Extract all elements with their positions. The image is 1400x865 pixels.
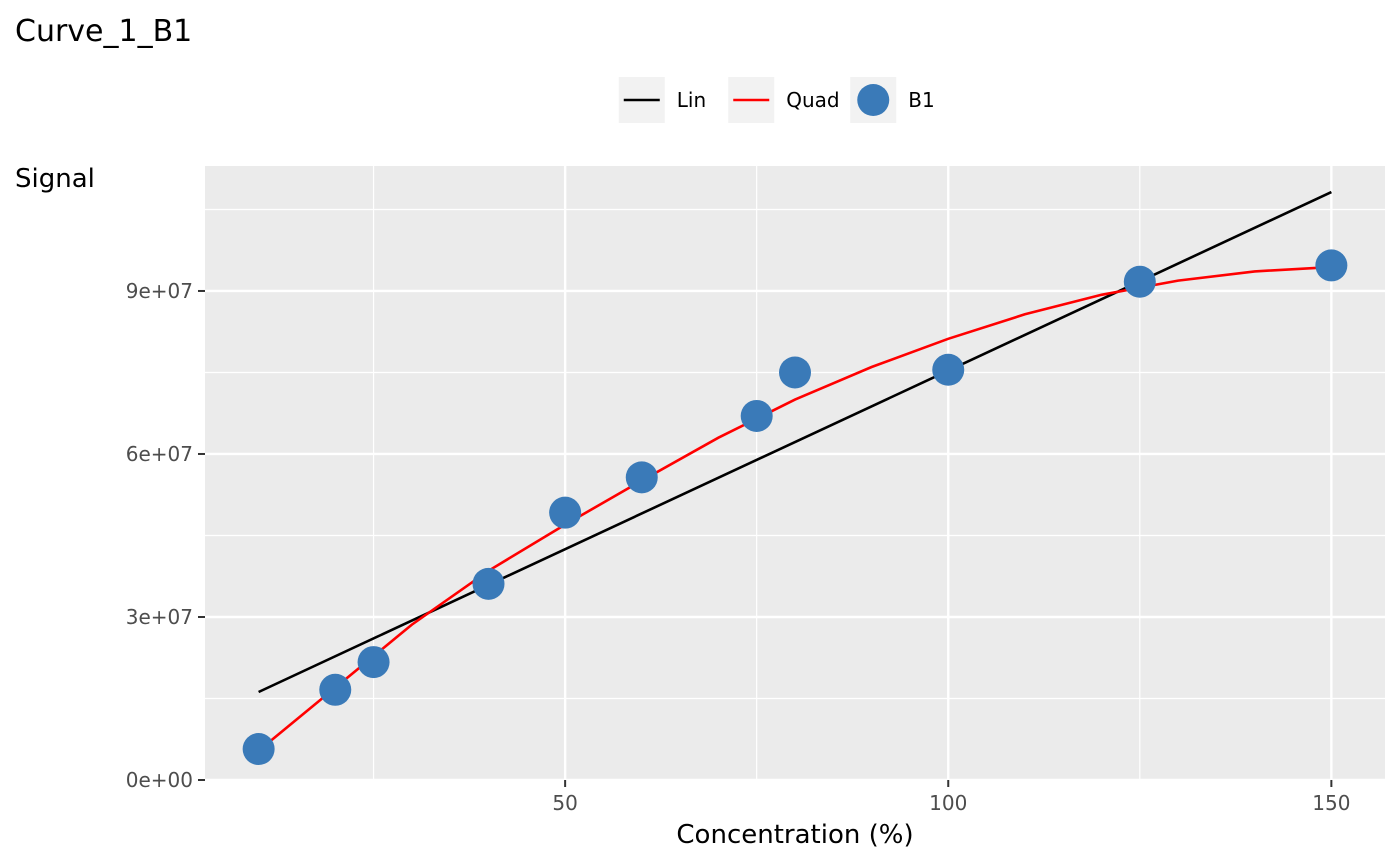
x-axis: 50 100 150	[552, 780, 1350, 815]
y-tick-label: 9e+07	[126, 279, 193, 303]
data-point-b1	[740, 399, 773, 432]
data-point-b1	[319, 673, 352, 706]
data-point-b1	[242, 733, 275, 766]
legend-label-lin: Lin	[677, 88, 706, 112]
data-point-b1	[549, 496, 582, 529]
data-point-b1	[779, 356, 811, 389]
y-tick-label: 3e+07	[126, 605, 193, 629]
x-tick-label: 150	[1312, 791, 1350, 815]
y-tick-label: 0e+00	[126, 768, 193, 792]
x-tick-label: 100	[929, 791, 967, 815]
data-point-b1	[1123, 265, 1156, 298]
plot-panel	[205, 166, 1385, 780]
data-point-b1	[472, 567, 505, 600]
x-axis-title: Concentration (%)	[676, 820, 913, 850]
y-axis: 0e+00 3e+07 6e+07 9e+07	[126, 279, 205, 792]
chart-title: Curve_1_B1	[15, 14, 192, 49]
legend-label-quad: Quad	[786, 88, 839, 112]
x-tick-label: 50	[552, 791, 577, 815]
data-point-b1	[1315, 249, 1348, 282]
legend: Lin Quad B1	[618, 77, 935, 123]
y-tick-label: 6e+07	[126, 442, 193, 466]
legend-point-b1	[857, 84, 890, 116]
data-point-b1	[357, 646, 390, 679]
y-axis-title: Signal	[15, 164, 95, 194]
data-point-b1	[932, 353, 965, 386]
legend-label-b1: B1	[908, 88, 934, 112]
data-point-b1	[625, 461, 658, 494]
series-layer	[242, 190, 1348, 766]
